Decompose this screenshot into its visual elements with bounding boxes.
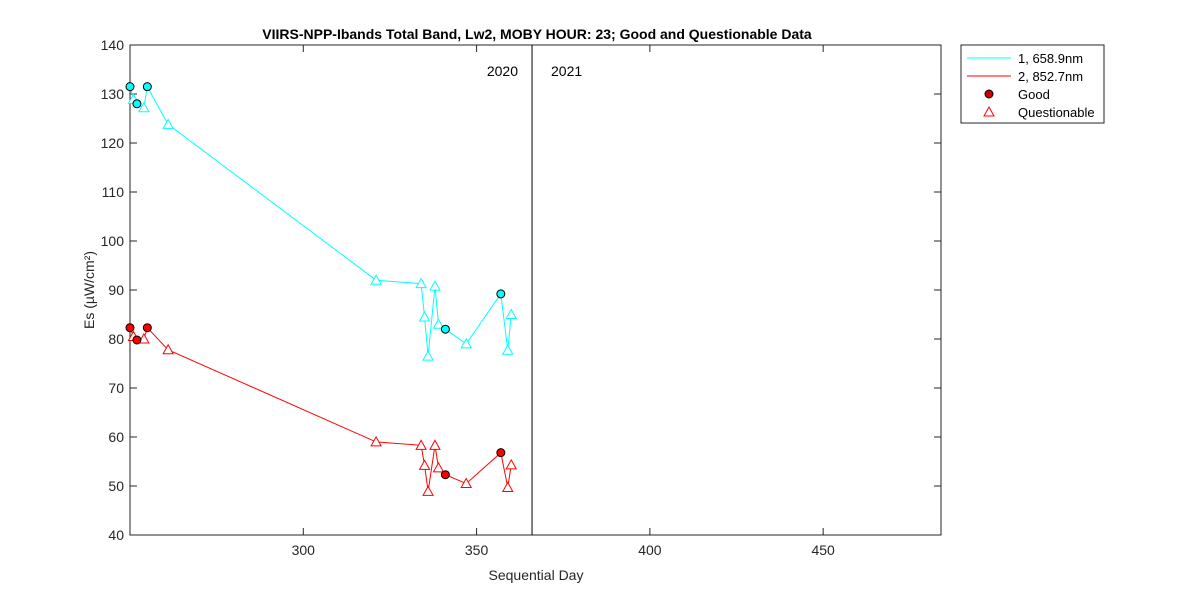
good-point <box>125 323 135 333</box>
legend-good-swatch <box>984 89 994 99</box>
good-point <box>496 289 506 299</box>
y-tick-label: 100 <box>101 233 125 249</box>
y-tick-label: 130 <box>101 86 125 102</box>
x-tick-label: 300 <box>292 542 316 558</box>
year-label-2021: 2021 <box>551 63 582 79</box>
good-point <box>496 448 506 458</box>
legend-questionable-swatch <box>983 105 995 117</box>
good-point <box>142 82 152 92</box>
y-tick-label: 120 <box>101 135 125 151</box>
y-tick-label: 80 <box>108 331 124 347</box>
questionable-point <box>162 343 174 355</box>
questionable-point <box>501 344 514 355</box>
good-point <box>142 323 152 333</box>
questionable-point <box>501 481 514 492</box>
axis-ticks: 300 350 400 450 40 50 60 70 80 90 100 110 120 130 140 <box>101 37 941 558</box>
y-tick-label: 40 <box>108 527 124 543</box>
questionable-point <box>370 435 382 447</box>
questionable-point <box>418 310 431 322</box>
plot-area <box>129 44 942 536</box>
year-label-2020: 2020 <box>487 63 518 79</box>
y-tick-label: 110 <box>102 184 125 200</box>
x-tick-label: 450 <box>811 542 835 558</box>
questionable-point <box>162 118 174 129</box>
y-axis-label: Es (µW/cm²) <box>81 251 97 329</box>
chart-title: VIIRS-NPP-Ibands Total Band, Lw2, MOBY H… <box>262 26 812 42</box>
x-tick-label: 350 <box>465 542 489 558</box>
y-tick-label: 70 <box>108 380 124 396</box>
questionable-point <box>138 101 150 113</box>
x-axis-label: Sequential Day <box>489 567 584 583</box>
questionable-point <box>415 439 427 450</box>
legend-label: 1, 658.9nm <box>1018 51 1083 66</box>
good-point <box>132 335 142 345</box>
legend: 1, 658.9nm 2, 852.7nm Good Questionable <box>960 44 1105 124</box>
series-layer <box>125 82 518 496</box>
questionable-point <box>418 459 431 470</box>
questionable-point <box>460 477 473 489</box>
good-point <box>440 324 450 334</box>
questionable-point <box>422 485 434 496</box>
good-point <box>125 82 135 92</box>
legend-label: Good <box>1018 87 1050 102</box>
y-tick-label: 140 <box>101 37 125 53</box>
questionable-point <box>415 277 427 289</box>
questionable-point <box>429 439 441 450</box>
legend-label: 2, 852.7nm <box>1018 69 1083 84</box>
legend-label: Questionable <box>1018 105 1095 120</box>
questionable-point <box>422 350 434 361</box>
y-tick-label: 90 <box>108 282 124 298</box>
good-point <box>132 99 142 109</box>
x-tick-label: 400 <box>638 542 662 558</box>
questionable-point <box>432 461 445 473</box>
good-point <box>440 470 450 480</box>
questionable-point <box>432 318 445 329</box>
questionable-point <box>370 274 382 285</box>
y-tick-label: 60 <box>108 429 124 445</box>
questionable-point <box>505 458 518 470</box>
questionable-point <box>429 280 441 291</box>
questionable-point <box>460 337 473 349</box>
questionable-point <box>505 308 518 319</box>
y-tick-label: 50 <box>108 478 124 494</box>
